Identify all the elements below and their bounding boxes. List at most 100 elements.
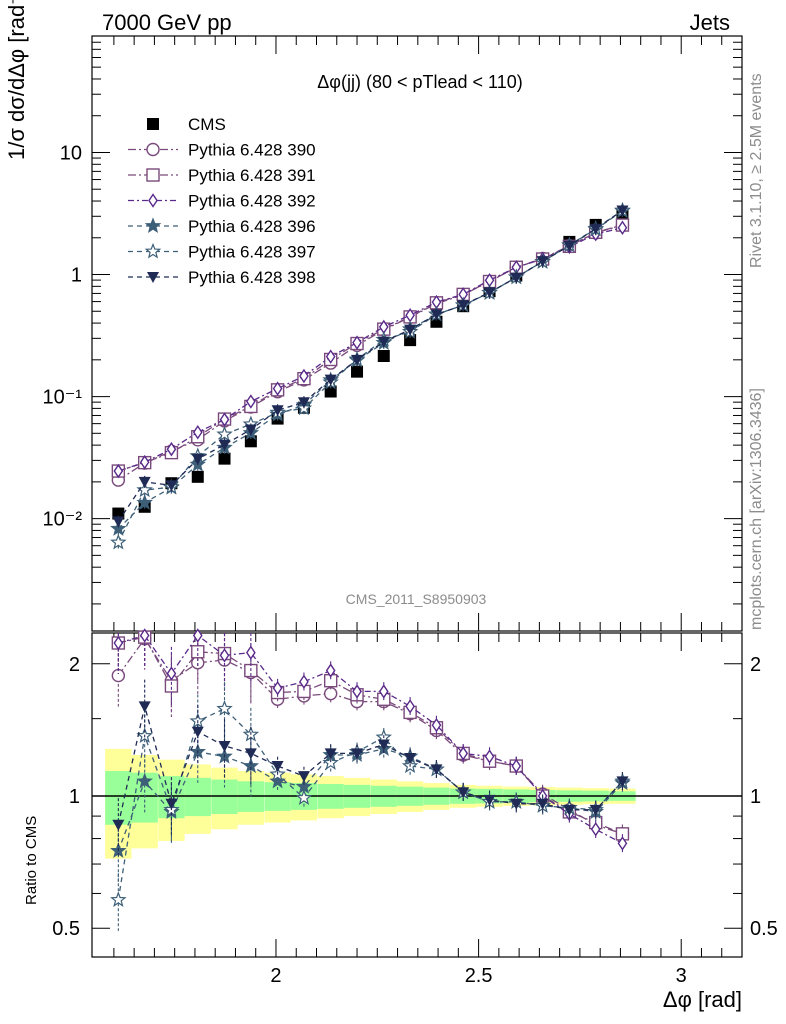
header-right: Jets bbox=[690, 10, 730, 35]
ratio-ytick-label-right: 2 bbox=[750, 654, 761, 676]
ratio-point bbox=[113, 635, 124, 651]
ratio-point bbox=[536, 798, 549, 810]
series-point bbox=[219, 412, 230, 427]
series-point bbox=[165, 480, 178, 492]
series-point bbox=[351, 354, 364, 366]
x-axis-label: Δφ [rad] bbox=[663, 987, 742, 1012]
ratio-frame bbox=[91, 632, 743, 958]
ratio-ytick-label-right: 0.5 bbox=[750, 918, 778, 940]
series-point bbox=[166, 441, 177, 457]
xtick-label: 2 bbox=[270, 965, 281, 987]
ratio-point bbox=[138, 701, 151, 713]
xtick-label: 3 bbox=[676, 965, 687, 987]
ratio-point bbox=[218, 740, 231, 752]
series-point bbox=[324, 374, 337, 386]
ratio-point bbox=[295, 789, 313, 805]
ratio-point bbox=[297, 771, 310, 783]
ratio-point bbox=[325, 663, 336, 678]
ratio-point bbox=[352, 684, 362, 699]
series-point bbox=[192, 424, 203, 440]
ratio-ytick-label: 2 bbox=[69, 654, 80, 676]
ratio-series bbox=[110, 628, 631, 931]
main-ytick-label: 10 bbox=[60, 142, 82, 164]
series-line bbox=[117, 209, 623, 522]
main-ytick-label: 10⁻¹ bbox=[43, 387, 83, 409]
legend-marker bbox=[147, 272, 159, 283]
band-inner-bin bbox=[184, 777, 211, 817]
series-point bbox=[216, 425, 233, 442]
series-point bbox=[430, 309, 443, 321]
ratio-point bbox=[271, 761, 284, 773]
ratio-point bbox=[216, 700, 233, 716]
series-point bbox=[589, 223, 602, 235]
ratio-point bbox=[431, 717, 442, 733]
series-point bbox=[510, 272, 523, 284]
ratio-ytick-label: 0.5 bbox=[52, 918, 80, 940]
ratio-point bbox=[616, 776, 629, 788]
legend-marker bbox=[146, 142, 160, 157]
ratio-point bbox=[219, 648, 230, 663]
series-point bbox=[139, 454, 150, 470]
ratio-point bbox=[323, 686, 338, 701]
series-point bbox=[113, 463, 124, 479]
series-point bbox=[536, 256, 549, 268]
ratio-point bbox=[299, 674, 309, 690]
ratio-point bbox=[165, 798, 178, 810]
series-point bbox=[325, 349, 336, 364]
ratio-point bbox=[111, 668, 126, 683]
series-point bbox=[271, 405, 284, 417]
legend: CMS Pythia 6.428 390 Pythia 6.428 391 Pythi… bbox=[128, 115, 316, 287]
series-point bbox=[483, 287, 496, 299]
ratio-point bbox=[484, 749, 495, 764]
ratio-point bbox=[191, 726, 204, 738]
band-inner-bin bbox=[105, 771, 132, 825]
ratio-point bbox=[511, 758, 522, 774]
ratio-point bbox=[322, 754, 339, 770]
ratio-ytick-label: 1 bbox=[69, 786, 80, 808]
ratio-ylabel: Ratio to CMS bbox=[23, 816, 40, 905]
ratio-point bbox=[166, 666, 177, 681]
side-rivet-text: Rivet 3.1.10, ≥ 2.5M events bbox=[748, 73, 765, 268]
ratio-ytick-label-right: 1 bbox=[750, 786, 761, 808]
series-point bbox=[297, 397, 310, 409]
series-point bbox=[110, 520, 127, 536]
analysis-name: CMS_2011_S8950903 bbox=[346, 591, 487, 607]
ratio-point bbox=[272, 680, 283, 696]
series-point bbox=[299, 368, 309, 384]
series-point bbox=[352, 335, 362, 350]
ratio-point bbox=[404, 753, 417, 765]
ratio-point bbox=[110, 891, 127, 907]
side-mcplots-text: mcplots.cern.ch [arXiv:1306.3436] bbox=[748, 388, 765, 630]
ratio-point bbox=[377, 739, 390, 751]
legend-marker bbox=[147, 118, 159, 130]
ratio-point bbox=[405, 699, 415, 714]
series-point bbox=[377, 336, 390, 348]
legend-marker bbox=[144, 217, 162, 234]
ratio-point bbox=[244, 748, 257, 760]
ratio-point bbox=[430, 764, 443, 776]
series-point bbox=[110, 533, 127, 550]
series-point bbox=[191, 453, 204, 465]
legend-marker bbox=[146, 168, 160, 182]
main-series bbox=[110, 201, 631, 550]
ratio-point bbox=[483, 794, 496, 806]
series-point bbox=[244, 424, 257, 436]
series-point bbox=[112, 516, 125, 528]
series-point bbox=[563, 240, 576, 252]
series-point bbox=[617, 220, 628, 235]
legend-label: Pythia 6.428 396 bbox=[188, 217, 316, 236]
ratio-point bbox=[112, 819, 125, 831]
plot-title: Δφ(jj) (80 < pTlead < 110) bbox=[317, 72, 522, 92]
series-point bbox=[138, 476, 151, 488]
legend-marker bbox=[144, 242, 162, 259]
data-point bbox=[191, 470, 204, 483]
ratio-point bbox=[378, 684, 389, 699]
ratio-point bbox=[458, 746, 469, 761]
ratio-point bbox=[351, 748, 364, 760]
ratio-point bbox=[139, 628, 150, 643]
data-point bbox=[351, 365, 364, 378]
ratio-axes: 0.5 0.5 1 1 2 2 2 2.5 3 bbox=[52, 632, 778, 987]
ratio-point bbox=[192, 628, 203, 643]
ratio-point bbox=[457, 787, 470, 799]
